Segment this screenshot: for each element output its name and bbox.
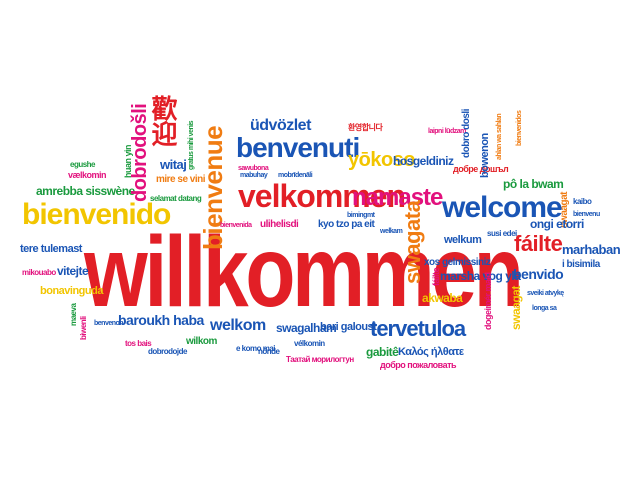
word-tervetuloa: tervetuloa	[370, 316, 466, 341]
word-gabite: gabitê	[366, 345, 399, 359]
word-laipni: laipni lūdzam	[428, 128, 466, 135]
word-gratus-mihi-venis: gratus mihi venis	[188, 120, 195, 170]
word-swaagat-2: swaagat	[509, 286, 523, 330]
word-swagata: swagata	[400, 200, 425, 284]
word-mobridenali: mobrīdenāli	[278, 172, 313, 179]
word-korean: 환영합니다	[348, 123, 383, 132]
word-ahlan: ahlan wa sahlan	[496, 113, 503, 160]
word-selamat-datang: selamat datang	[150, 194, 202, 203]
word-akwaba: akwaba	[422, 291, 463, 305]
word-vélkomin: vélkomin	[294, 339, 325, 348]
word-bimingmt: bimingmt	[347, 212, 375, 219]
word-dobre-doshal: добре дошъл	[453, 164, 509, 174]
word-welkum: welkum	[444, 234, 482, 246]
word-bienvenidos: bienvenidos	[516, 110, 523, 146]
word-biwenli: biwenli	[79, 316, 88, 340]
word-failte: fáilte	[514, 231, 563, 256]
word-vaelkomin: vælkomin	[68, 170, 107, 180]
word-i-bisimila: i bisimila	[562, 259, 600, 270]
word-bowenon: bowenon	[479, 133, 491, 178]
word-benvenuti: benvenuti	[236, 132, 360, 163]
word-wilkom: wilkom	[186, 336, 217, 347]
word-bonavinguda: bonavinguda	[40, 285, 103, 297]
word-benvenon: benvenon	[94, 320, 124, 327]
word-swagalham: swagalham	[276, 321, 337, 335]
word-dobrodosli: dobrodošli	[129, 103, 151, 202]
word-taatai: Таатай морилогтун	[286, 355, 354, 364]
word-welkam: welkam	[380, 228, 403, 235]
word-longa-sa: longa sa	[532, 305, 557, 312]
word-maeva: maeva	[69, 303, 78, 326]
word-susi-edei: susi edei	[487, 229, 517, 238]
word-chinese: 歡迎	[148, 95, 178, 146]
word-mire-se-vini: mire se vini	[156, 174, 206, 185]
word-sveiki: sveiki atvykę	[527, 290, 564, 297]
word-marhaban: marhaban	[562, 242, 621, 257]
word-bienvenida: bienvenida	[220, 222, 252, 229]
word-dobro-pozhalovat: добро пожаловать	[380, 360, 457, 370]
word-tos-bais: tos bais	[125, 339, 152, 348]
word-dobro-dosli-2: dobro dosli	[461, 109, 472, 158]
word-e-komo-mai: e komo mai	[236, 344, 276, 353]
word-barouk-haba: baroukh haba	[118, 312, 204, 328]
word-amrebba-sisswene: amrebba sisswène	[36, 184, 135, 198]
word-bienvenu: bienvenu	[573, 211, 600, 218]
word-bienvenido: bienvenido	[22, 198, 171, 231]
word-willkommen: willkommen	[84, 216, 524, 328]
word-dogeimer: dogeimér maid	[483, 272, 493, 330]
word-kalos-ilthate: Καλός ήλθατε	[398, 346, 464, 358]
word-kyo-tzo-pa-eit: kyo tzo pa eit	[318, 219, 375, 230]
word-udvozlet: üdvözlet	[250, 117, 311, 134]
word-mikouabo: mikouabo	[22, 268, 56, 277]
word-sawubona: sawubona	[238, 165, 269, 172]
word-marsha-vog-yla: marsha vog yla	[440, 269, 521, 283]
word-huan-yin: huan yin	[123, 144, 133, 178]
word-namaste: namaste	[352, 184, 443, 211]
word-mabuhay: mabuhay	[240, 172, 268, 179]
word-egushe: egushe	[70, 160, 96, 169]
word-dobrodojde: dobrodojde	[148, 347, 188, 356]
word-yokoso: yōkoso	[348, 149, 416, 171]
word-nonde: nōnde	[258, 347, 280, 356]
word-velkommen: velkommen	[238, 178, 406, 214]
word-welkom: welkom	[210, 317, 266, 334]
word-hosgeldiniz: hosgeldiniz	[393, 154, 454, 168]
word-benvido: benvido	[513, 266, 564, 282]
word-kaibo: kaibo	[573, 197, 592, 206]
word-bari-galoust: bari galoust	[320, 321, 377, 333]
word-po-la-bwam: pô la bwam	[503, 177, 564, 191]
word-welcome: welcome	[442, 191, 563, 224]
word-bienvenue: bienvenue	[198, 125, 228, 250]
word-vitejte: vitejte	[57, 264, 89, 278]
word-ongi-etorri: ongi etorri	[530, 217, 584, 231]
word-ulihelisdi: ulihelisdi	[260, 219, 299, 230]
word-xos-gelmissiniz: xos gelmissiniz	[424, 257, 491, 268]
word-tere-tulemast: tere tulemast	[20, 243, 82, 255]
word-witaj: witaj	[160, 157, 187, 172]
